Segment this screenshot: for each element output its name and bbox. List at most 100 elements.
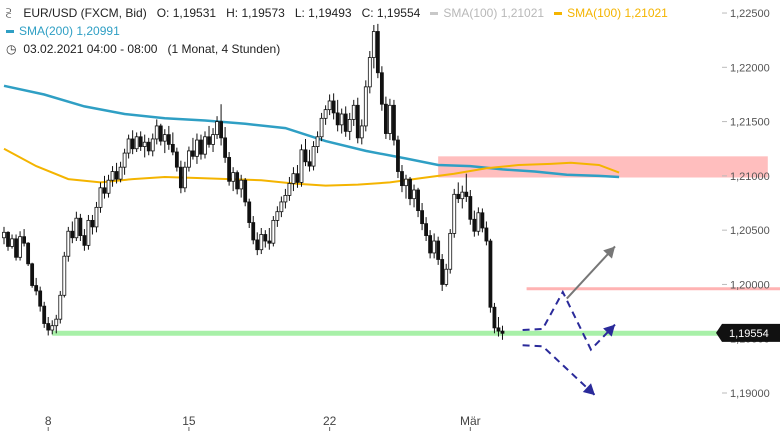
low-value: L: 1,19493 xyxy=(294,6,352,20)
candle-down xyxy=(235,172,240,190)
candle-down xyxy=(90,219,95,228)
candle-down xyxy=(375,31,380,74)
candle-up xyxy=(2,231,6,239)
candle-down xyxy=(207,136,211,145)
candle-down xyxy=(6,231,10,247)
symbol-label: EUR/USD (FXCM, Bid) xyxy=(23,6,147,20)
candle-up xyxy=(10,238,14,247)
candle-up xyxy=(279,201,284,213)
candle-up xyxy=(315,136,320,147)
y-tick-label: 1,22000 xyxy=(730,62,770,74)
candle-up xyxy=(118,166,123,180)
candle-down xyxy=(396,139,400,172)
candle-up xyxy=(50,325,55,331)
candle-up xyxy=(363,86,368,127)
candle-down xyxy=(416,189,420,212)
projection-down-arrowhead xyxy=(582,383,595,396)
candle-down xyxy=(78,217,83,236)
candle-down xyxy=(34,285,39,292)
clock-icon: ◷ xyxy=(6,42,17,56)
candle-down xyxy=(138,136,143,147)
candle-up xyxy=(18,236,22,258)
candle-down xyxy=(307,161,312,167)
candle-down xyxy=(488,240,493,308)
candle-up xyxy=(287,183,292,196)
candle-up xyxy=(94,206,99,228)
candle-down xyxy=(335,112,340,126)
candle-down xyxy=(263,234,268,242)
candle-up xyxy=(182,166,187,189)
candle-up xyxy=(154,125,159,140)
candle-up xyxy=(412,189,416,200)
candle-down xyxy=(464,191,469,197)
candle-up xyxy=(323,109,328,119)
candle-down xyxy=(496,327,501,332)
candle-up xyxy=(58,294,63,320)
sma200-swatch xyxy=(6,30,14,34)
candle-down xyxy=(223,137,228,158)
candle-up xyxy=(359,125,364,139)
candle-down xyxy=(379,72,384,105)
candle-down xyxy=(70,230,75,239)
candle-down xyxy=(500,330,505,334)
candle-down xyxy=(267,240,272,244)
projection-down-path xyxy=(522,344,596,396)
candle-down xyxy=(472,218,477,232)
candle-down xyxy=(420,210,424,225)
indicator-lines xyxy=(3,84,620,187)
candle-down xyxy=(82,235,87,246)
candle-down xyxy=(440,259,445,285)
candle-down xyxy=(392,104,396,141)
candle-chart-icon: ⫔ xyxy=(6,6,12,20)
sma200-label: SMA(200) xyxy=(19,24,74,38)
candle-down xyxy=(480,212,485,229)
candle-up xyxy=(110,171,115,181)
candle-up xyxy=(62,255,67,296)
candle-up xyxy=(66,230,71,257)
candle-up xyxy=(134,136,139,150)
candle-down xyxy=(436,240,441,260)
x-tick-label: 15 xyxy=(182,414,196,428)
y-tick-label: 1,22500 xyxy=(730,8,770,20)
candle-down xyxy=(383,103,388,134)
projection-up-path xyxy=(522,289,616,352)
candle-up xyxy=(211,134,215,145)
candle-up xyxy=(371,31,376,58)
time-axis: 8 15 22 Mär xyxy=(45,414,481,431)
candle-down xyxy=(46,323,51,331)
candle-down xyxy=(343,113,348,132)
candle-down xyxy=(303,149,308,163)
candle-down xyxy=(484,227,489,242)
candle-up xyxy=(347,119,352,132)
candle-up xyxy=(452,193,457,234)
candlesticks xyxy=(2,23,505,340)
candle-down xyxy=(130,138,135,150)
candle-up xyxy=(367,57,372,88)
candle-up xyxy=(291,173,296,184)
candle-down xyxy=(38,290,43,307)
legend-row-sma200: SMA(200) 1,20991 xyxy=(6,22,668,40)
candle-up xyxy=(339,113,344,126)
candle-down xyxy=(166,134,171,145)
candle-up xyxy=(54,318,59,327)
candle-up xyxy=(476,212,481,232)
y-tick-label: 1,20500 xyxy=(730,225,770,237)
candle-up xyxy=(98,187,103,208)
candle-up xyxy=(283,195,288,203)
candle-down xyxy=(227,157,232,182)
period-label: (1 Monat, 4 Stunden) xyxy=(167,42,281,56)
candle-down xyxy=(174,151,179,168)
high-value: H: 1,19573 xyxy=(226,6,285,20)
sma100-gray-swatch xyxy=(430,12,439,16)
candle-up xyxy=(106,179,111,194)
candle-up xyxy=(203,136,207,155)
candle-down xyxy=(42,305,47,324)
candle-up xyxy=(275,211,280,221)
current-price-badge xyxy=(716,323,780,342)
sma100-line xyxy=(3,147,620,187)
candle-up xyxy=(311,146,316,167)
candle-down xyxy=(114,171,119,180)
candle-down xyxy=(247,201,252,223)
candle-down xyxy=(191,150,195,157)
